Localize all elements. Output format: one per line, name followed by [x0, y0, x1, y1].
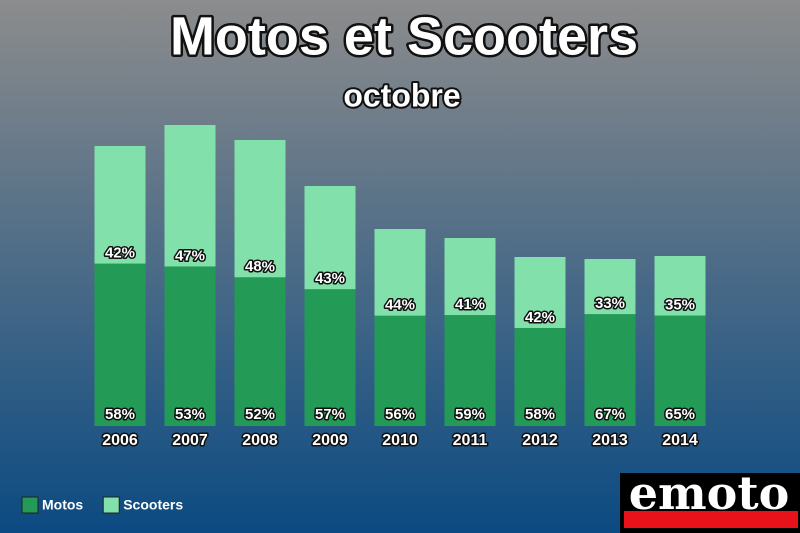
data-label: 44% — [385, 297, 415, 314]
bar-segment — [304, 186, 356, 290]
bar-segment — [164, 125, 216, 267]
bar-segment — [444, 238, 496, 316]
bar-segment — [234, 140, 286, 278]
data-label: 53% — [175, 406, 205, 423]
chart-subtitle: octobre — [343, 77, 460, 113]
logo-stripe — [624, 511, 798, 528]
data-label: 47% — [175, 247, 205, 264]
bar-segment — [374, 229, 426, 316]
percent-sign: % — [402, 297, 415, 314]
bar-segment — [654, 315, 706, 426]
percent-sign: % — [682, 296, 695, 313]
bar-segment — [304, 289, 356, 426]
data-label: 52% — [245, 406, 275, 423]
x-tick-label: 2014 — [662, 432, 698, 449]
data-label: 56% — [385, 406, 415, 423]
data-label: 67% — [595, 406, 625, 423]
bar-segment — [374, 315, 426, 426]
bar-segment — [234, 277, 286, 426]
data-label: 48% — [245, 258, 275, 275]
percent-sign: % — [332, 406, 345, 423]
data-label: 42% — [105, 245, 135, 262]
percent-sign: % — [472, 406, 485, 423]
x-tick-label: 2007 — [172, 432, 208, 449]
data-label: 33% — [595, 295, 625, 312]
x-tick-label: 2013 — [592, 432, 628, 449]
bar-segment — [514, 257, 566, 328]
percent-sign: % — [682, 406, 695, 423]
logo-text: emoto — [629, 466, 790, 520]
data-label: 43% — [315, 270, 345, 287]
percent-sign: % — [122, 406, 135, 423]
percent-sign: % — [192, 406, 205, 423]
percent-sign: % — [472, 296, 485, 313]
bar-segment — [514, 327, 566, 426]
bar-segment — [584, 314, 636, 426]
bar-segment — [164, 266, 216, 426]
bar-segment — [654, 256, 706, 316]
data-label: 57% — [315, 406, 345, 423]
percent-sign: % — [542, 309, 555, 326]
percent-sign: % — [612, 295, 625, 312]
percent-sign: % — [612, 406, 625, 423]
percent-sign: % — [542, 406, 555, 423]
data-label: 58% — [105, 406, 135, 423]
percent-sign: % — [402, 406, 415, 423]
percent-sign: % — [332, 270, 345, 287]
x-tick-label: 2012 — [522, 432, 558, 449]
x-tick-label: 2006 — [102, 432, 138, 449]
data-label: 35% — [665, 296, 695, 313]
legend-label: Motos — [42, 497, 83, 513]
percent-sign: % — [262, 406, 275, 423]
data-label: 65% — [665, 406, 695, 423]
legend-swatch — [21, 496, 39, 514]
chart-title: Motos et Scooters — [170, 6, 638, 66]
bar-segment — [584, 259, 636, 315]
bar-segment — [94, 146, 146, 264]
data-label: 42% — [525, 309, 555, 326]
bar-segment — [444, 315, 496, 426]
legend-label: Scooters — [123, 497, 183, 513]
bar-segment — [94, 263, 146, 426]
data-label: 41% — [455, 296, 485, 313]
logo: emoto — [620, 465, 800, 533]
x-tick-label: 2009 — [312, 432, 348, 449]
x-tick-label: 2008 — [242, 432, 278, 449]
x-tick-label: 2011 — [453, 432, 488, 449]
percent-sign: % — [192, 247, 205, 264]
x-tick-label: 2010 — [382, 432, 418, 449]
percent-sign: % — [262, 258, 275, 275]
percent-sign: % — [122, 245, 135, 262]
data-label: 59% — [455, 406, 485, 423]
legend-swatch — [102, 496, 120, 514]
data-label: 58% — [525, 406, 555, 423]
